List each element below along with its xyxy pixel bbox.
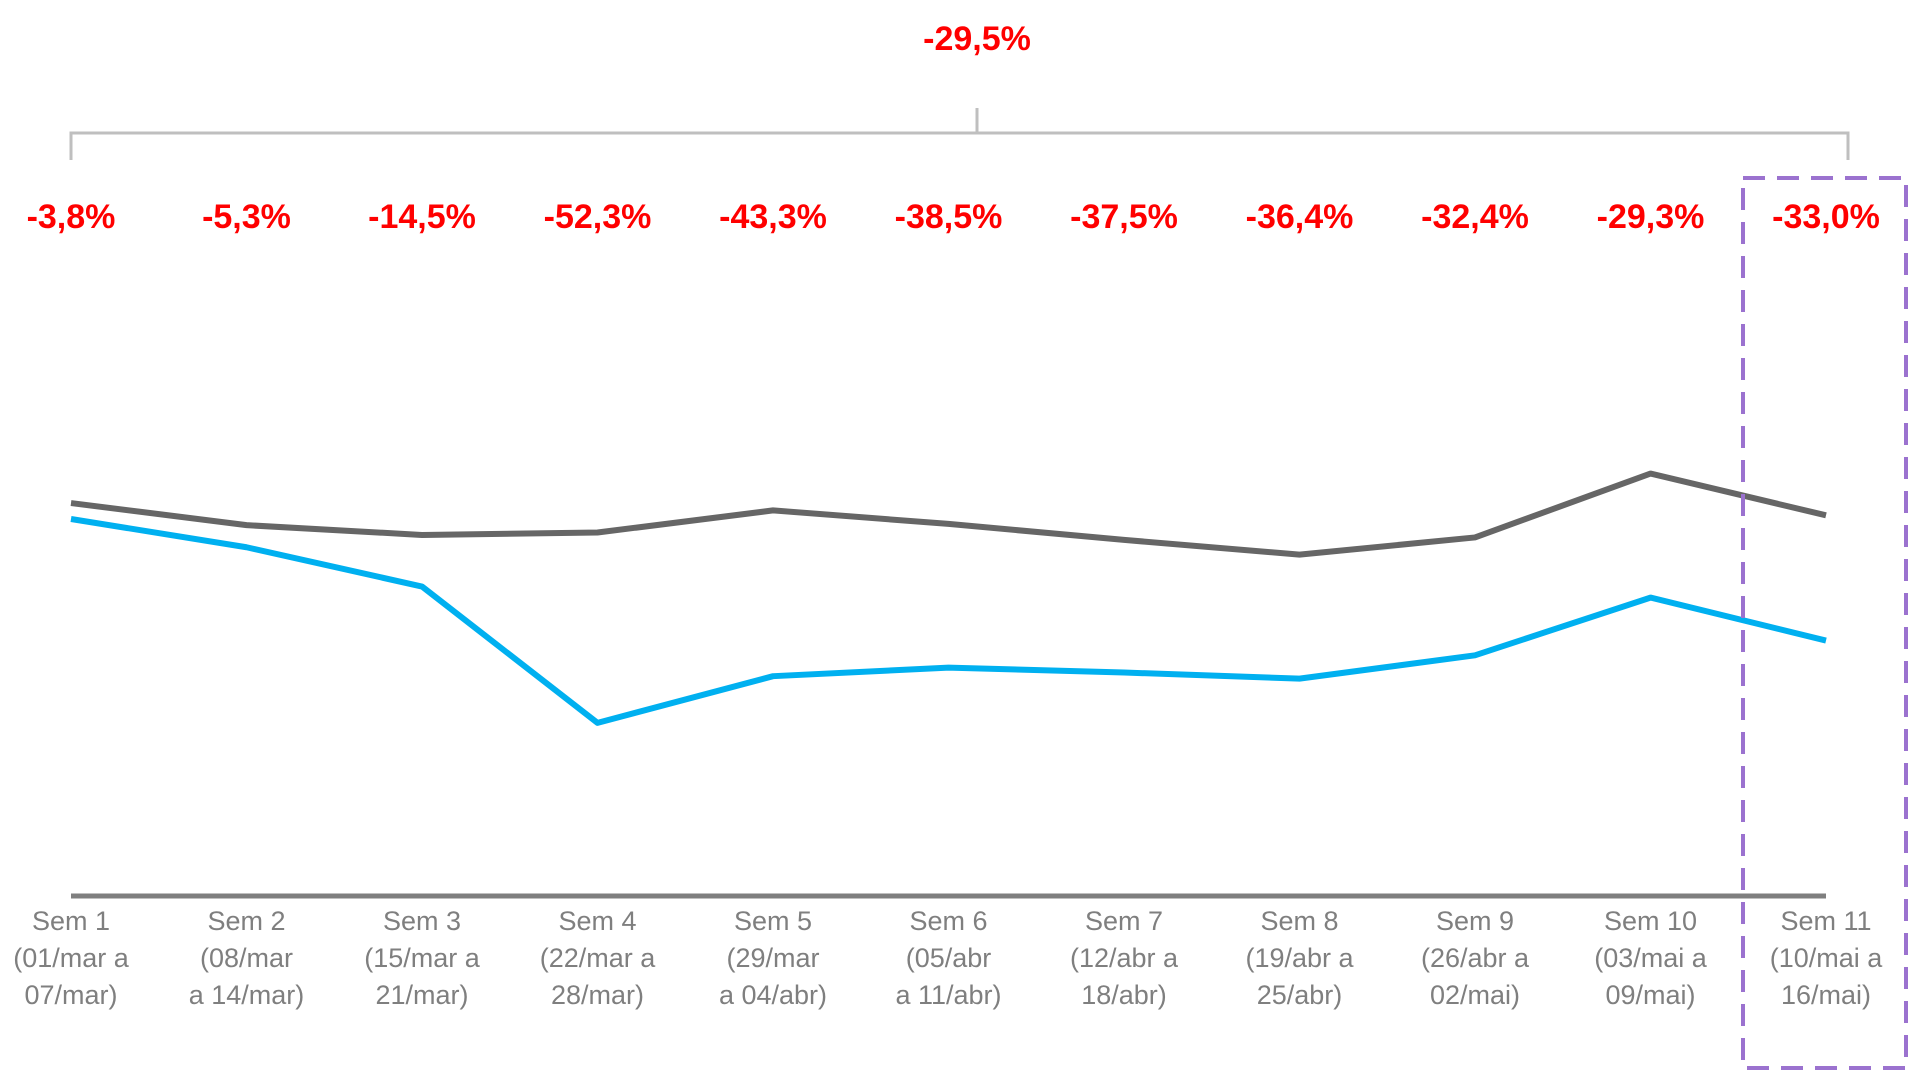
series-line xyxy=(70,470,1827,558)
x-tick-label-line: (10/mai a xyxy=(1770,943,1884,973)
x-tick-label-line: (19/abr a xyxy=(1245,943,1354,973)
x-tick-label-line: (01/mar a xyxy=(13,943,130,973)
change-label: -52,3% xyxy=(544,198,652,236)
x-tick-label-line: (12/abr a xyxy=(1070,943,1179,973)
x-tick-label-line: Sem 8 xyxy=(1260,906,1338,936)
change-label: -5,3% xyxy=(202,198,291,236)
change-label: -29,3% xyxy=(1597,198,1705,236)
x-tick-label-line: 25/abr) xyxy=(1257,980,1343,1010)
x-tick-label-line: 09/mai) xyxy=(1605,980,1695,1010)
x-tick-label-line: a 14/mar) xyxy=(189,980,305,1010)
x-tick-label-line: 02/mai) xyxy=(1430,980,1520,1010)
x-tick-label-line: Sem 1 xyxy=(32,906,110,936)
x-tick-label: Sem 2 (08/mar a 14/mar) xyxy=(189,906,305,1010)
x-tick-label: Sem 1 (01/mar a 07/mar) xyxy=(13,906,130,1010)
x-tick-label: Sem 5 (29/mar a 04/abr) xyxy=(719,906,827,1010)
change-label: -38,5% xyxy=(895,198,1003,236)
x-tick-label-line: (26/abr a xyxy=(1421,943,1530,973)
x-tick-label-line: a 11/abr) xyxy=(895,980,1001,1010)
x-tick-label-line: Sem 10 xyxy=(1604,906,1697,936)
x-tick-label: Sem 7 (12/abr a 18/abr) xyxy=(1070,906,1179,1010)
x-tick-label-line: (22/mar a xyxy=(540,943,657,973)
x-tick-label-line: a 04/abr) xyxy=(719,980,827,1010)
x-tick-label-line: 16/mai) xyxy=(1781,980,1871,1010)
bracket xyxy=(69,108,1850,160)
total-change-label: -29,5% xyxy=(923,20,1031,58)
x-tick-label-line: Sem 9 xyxy=(1436,906,1514,936)
x-tick-label-line: (08/mar xyxy=(200,943,293,973)
x-tick-label: Sem 11 (10/mai a 16/mai) xyxy=(1770,906,1884,1010)
x-tick-label-line: Sem 4 xyxy=(558,906,636,936)
x-tick-label-line: (15/mar a xyxy=(364,943,481,973)
x-tick-label-line: (05/abr xyxy=(906,943,992,973)
x-tick-label-line: Sem 6 xyxy=(909,906,987,936)
x-tick-label-line: (29/mar xyxy=(726,943,819,973)
x-tick-label: Sem 4 (22/mar a 28/mar) xyxy=(540,906,657,1010)
change-label: -43,3% xyxy=(719,198,827,236)
x-tick-label-line: Sem 5 xyxy=(734,906,812,936)
x-tick-label-line: Sem 3 xyxy=(383,906,461,936)
x-tick-label-line: 18/abr) xyxy=(1081,980,1167,1010)
series-line xyxy=(70,516,1827,726)
x-tick-label-line: Sem 7 xyxy=(1085,906,1163,936)
x-tick-label: Sem 9 (26/abr a 02/mai) xyxy=(1421,906,1530,1010)
x-tick-label: Sem 6 (05/abr a 11/abr) xyxy=(895,906,1001,1010)
change-label: -37,5% xyxy=(1070,198,1178,236)
x-tick-label: Sem 8 (19/abr a 25/abr) xyxy=(1245,906,1354,1010)
x-tick-label-line: 28/mar) xyxy=(551,980,644,1010)
change-label: -32,4% xyxy=(1421,198,1529,236)
x-tick-label-line: Sem 2 xyxy=(207,906,285,936)
change-label: -3,8% xyxy=(27,198,116,236)
x-tick-label-line: 21/mar) xyxy=(375,980,468,1010)
x-tick-label: Sem 10 (03/mai a 09/mai) xyxy=(1594,906,1708,1010)
x-tick-label: Sem 3 (15/mar a 21/mar) xyxy=(364,906,481,1010)
x-tick-label-line: 07/mar) xyxy=(24,980,117,1010)
change-label: -36,4% xyxy=(1246,198,1354,236)
x-tick-label-line: (03/mai a xyxy=(1594,943,1708,973)
highlight-box xyxy=(1741,176,1908,1070)
x-tick-label-line: Sem 11 xyxy=(1780,906,1871,936)
change-label: -14,5% xyxy=(368,198,476,236)
change-label: -33,0% xyxy=(1772,198,1880,236)
